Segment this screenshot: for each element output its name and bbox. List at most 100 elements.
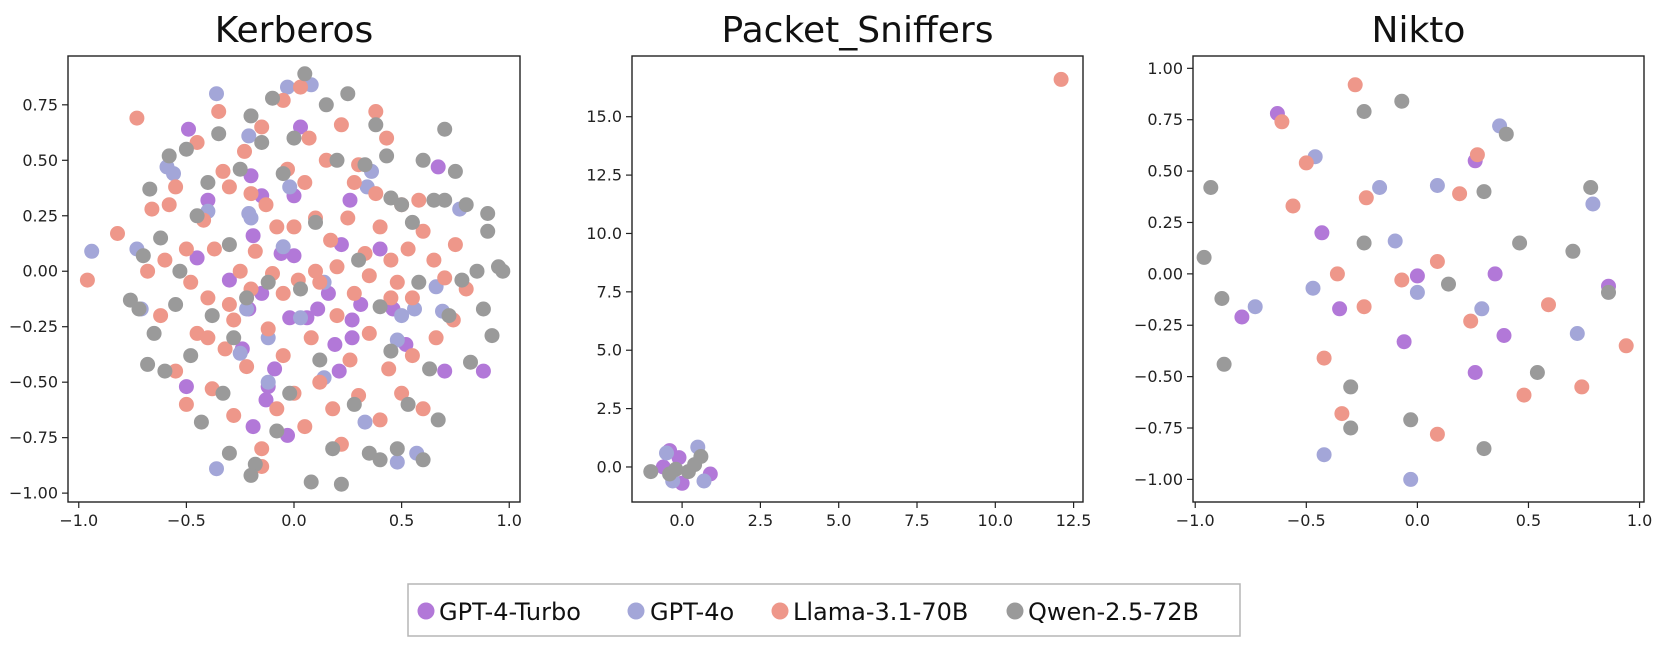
panel-title: Packet_Sniffers (722, 10, 994, 51)
x-tick-label: 5.0 (826, 511, 851, 530)
data-point (1316, 350, 1332, 366)
data-point (671, 450, 687, 466)
data-point (1409, 284, 1425, 300)
legend-label-qwen-2-5-72b: Qwen-2.5-72B (1028, 598, 1199, 626)
data-point (226, 408, 242, 423)
data-point (237, 143, 252, 159)
data-point (422, 361, 438, 377)
data-point (269, 219, 285, 235)
y-tick-label: −1.00 (9, 484, 58, 503)
data-point (340, 86, 356, 102)
data-point (221, 272, 237, 288)
data-point (297, 66, 313, 82)
data-point (189, 250, 205, 266)
panel-nikto: Nikto −1.0 −0.5 0.0 0.5 1.0 −1.00 −0.75 −0.50 −0.… (1134, 10, 1652, 530)
data-point (297, 419, 313, 435)
data-point (178, 241, 194, 257)
data-point (211, 126, 227, 142)
data-point (129, 110, 145, 126)
legend-frame (407, 583, 1241, 637)
data-point (1305, 280, 1321, 296)
data-point (454, 272, 470, 288)
data-point (484, 328, 500, 344)
y-tick-label: 0.0 (597, 457, 622, 476)
data-point (437, 270, 453, 286)
data-point (265, 90, 280, 106)
x-tick-label: 7.5 (904, 511, 929, 530)
y-tick-label: −0.75 (9, 428, 58, 447)
data-point (1403, 412, 1419, 428)
y-tick-label: −0.50 (1134, 367, 1183, 386)
data-point (200, 175, 216, 190)
data-point (415, 152, 431, 168)
data-point (241, 128, 257, 144)
data-point (323, 232, 339, 248)
data-point (357, 157, 373, 173)
data-point (327, 337, 343, 352)
data-point (178, 379, 194, 395)
data-point (189, 135, 205, 150)
data-point (1565, 243, 1581, 259)
data-point (458, 197, 474, 213)
data-point (394, 385, 410, 401)
y-tick-label: −0.75 (1134, 419, 1183, 438)
data-point (297, 175, 313, 190)
data-point (1285, 198, 1301, 214)
data-point (303, 330, 319, 346)
data-point (1574, 379, 1590, 395)
data-point (368, 104, 384, 119)
data-point (1329, 266, 1345, 282)
data-point (368, 117, 384, 133)
data-point (361, 268, 377, 284)
data-point (260, 374, 276, 390)
y-tick-label: 0.50 (1147, 162, 1183, 181)
data-point (286, 219, 302, 235)
series-gpt-4o (1247, 118, 1601, 487)
data-point (351, 252, 367, 268)
data-point (161, 148, 177, 164)
data-point (372, 452, 388, 468)
data-point (333, 476, 349, 492)
data-point (84, 243, 100, 259)
data-point (469, 263, 485, 279)
y-tick-label: 0.00 (1147, 264, 1183, 283)
data-point (275, 348, 291, 364)
y-tick-label: 10.0 (586, 224, 622, 243)
data-point (379, 148, 395, 164)
y-tick-label: −1.00 (1134, 470, 1183, 489)
data-point (146, 325, 162, 341)
data-point (1512, 235, 1528, 251)
data-point (1394, 272, 1410, 288)
data-point (181, 121, 196, 137)
x-axis: 0.0 2.5 5.0 7.5 10.0 12.5 (669, 502, 1091, 530)
data-point (166, 166, 181, 182)
data-point (312, 352, 328, 368)
data-point (1234, 309, 1250, 325)
data-point (325, 441, 341, 457)
panel-title: Kerberos (215, 10, 374, 51)
data-point (1476, 184, 1492, 200)
data-point (168, 179, 184, 195)
data-point (389, 332, 405, 348)
x-tick-label: 10.0 (977, 511, 1013, 530)
data-point (232, 345, 248, 361)
data-point (1569, 326, 1585, 341)
data-point (340, 210, 356, 226)
data-point (275, 239, 291, 255)
data-point (1394, 93, 1410, 109)
x-tick-label: 1.0 (497, 511, 522, 530)
data-point (1298, 155, 1314, 171)
data-point (318, 97, 334, 113)
x-tick-label: 2.5 (748, 511, 773, 530)
data-point (1441, 276, 1456, 292)
data-point (1429, 254, 1445, 269)
data-point (258, 197, 274, 213)
data-point (333, 117, 349, 133)
data-point (389, 274, 405, 290)
data-point (372, 241, 388, 257)
data-point (286, 248, 302, 264)
x-tick-label: 0.0 (669, 511, 694, 530)
data-point (1463, 313, 1479, 329)
data-point (161, 197, 177, 213)
y-axis: −1.00 −0.75 −0.50 −0.25 0.00 0.25 0.50 0.75 1.00 (1134, 59, 1193, 489)
